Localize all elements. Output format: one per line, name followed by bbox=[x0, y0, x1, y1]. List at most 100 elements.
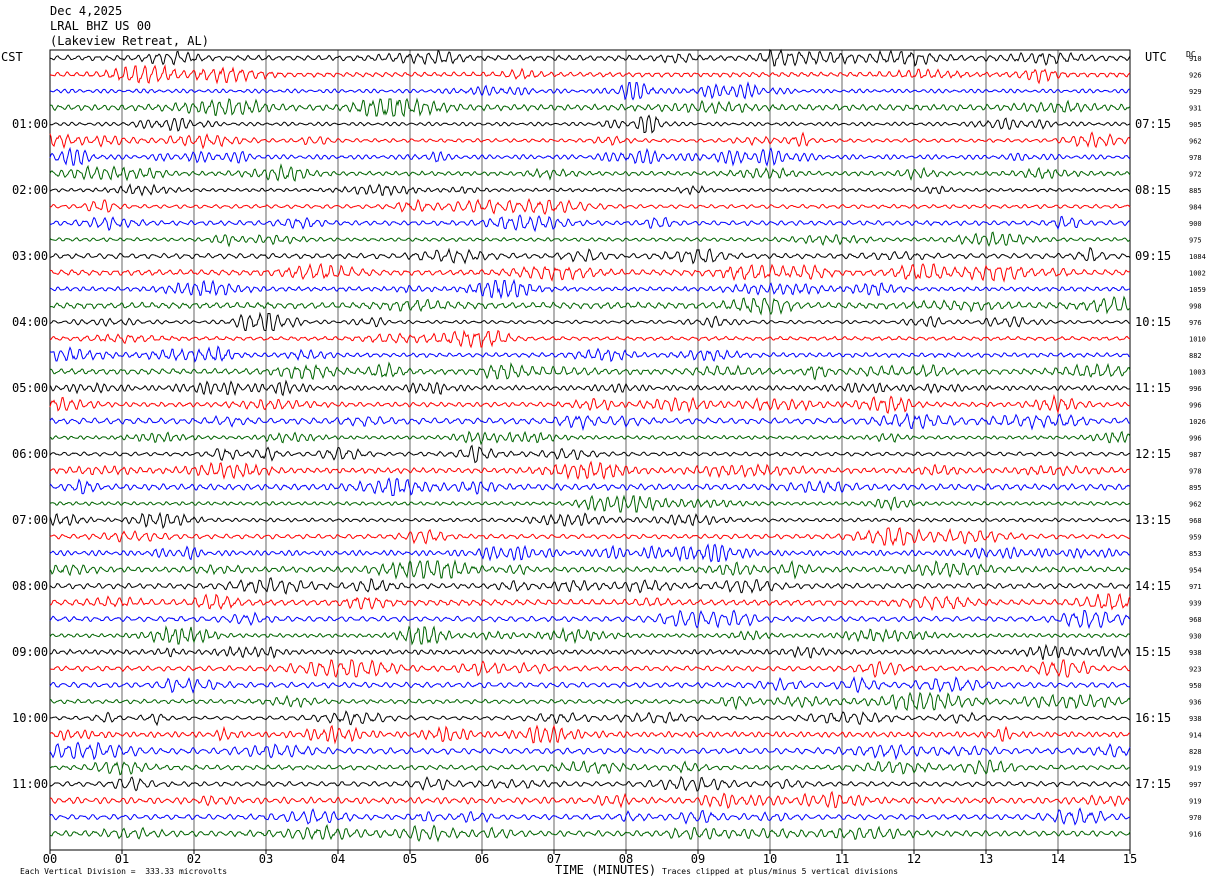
trace-line bbox=[49, 807, 1131, 826]
trace-line bbox=[49, 231, 1131, 248]
dc-offset-label: 1003 bbox=[1189, 369, 1206, 377]
x-tick-label: 14 bbox=[1051, 852, 1065, 866]
dc-offset-label: 919 bbox=[1189, 765, 1202, 773]
dc-offset-label: 895 bbox=[1189, 484, 1202, 492]
dc-offset-label: 1084 bbox=[1189, 253, 1206, 261]
dc-offset-label: 971 bbox=[1189, 583, 1202, 591]
right-hour-label: 17:15 bbox=[1135, 777, 1171, 791]
left-timezone-label: CST bbox=[1, 50, 23, 64]
right-hour-label: 08:15 bbox=[1135, 183, 1171, 197]
x-tick-label: 07 bbox=[547, 852, 561, 866]
clip-note: Traces clipped at plus/minus 5 vertical … bbox=[662, 867, 899, 876]
dc-offset-label: 931 bbox=[1189, 105, 1202, 113]
trace-line bbox=[49, 460, 1131, 481]
x-tick-label: 15 bbox=[1123, 852, 1137, 866]
dc-offset-label: 978 bbox=[1189, 154, 1202, 162]
trace-line bbox=[49, 329, 1131, 349]
dc-offset-label: 923 bbox=[1189, 666, 1202, 674]
dc-offset-label: 1026 bbox=[1189, 418, 1206, 426]
dc-offset-label: 962 bbox=[1189, 501, 1202, 509]
trace-line bbox=[49, 775, 1131, 792]
dc-offset-label: 959 bbox=[1189, 534, 1202, 542]
trace-line bbox=[49, 724, 1131, 745]
x-tick-label: 06 bbox=[475, 852, 489, 866]
dc-offset-label: 996 bbox=[1189, 435, 1202, 443]
dc-offset-label: 978 bbox=[1189, 468, 1202, 476]
dc-offset-label: 914 bbox=[1189, 732, 1202, 740]
dc-offset-label: 1010 bbox=[1189, 336, 1206, 344]
trace-line bbox=[49, 527, 1131, 547]
plot-frame bbox=[49, 49, 1131, 851]
trace-line bbox=[49, 412, 1131, 432]
trace-line bbox=[49, 345, 1131, 363]
trace-line bbox=[49, 163, 1131, 182]
x-tick-label: 13 bbox=[979, 852, 993, 866]
dc-offset-label: 970 bbox=[1189, 814, 1202, 822]
left-hour-label: 09:00 bbox=[12, 645, 48, 659]
dc-offset-label: 962 bbox=[1189, 138, 1202, 146]
left-hour-label: 11:00 bbox=[12, 777, 48, 791]
trace-line bbox=[49, 278, 1131, 300]
dc-offset-label: 998 bbox=[1189, 303, 1202, 311]
right-hour-label: 14:15 bbox=[1135, 579, 1171, 593]
right-hour-label: 11:15 bbox=[1135, 381, 1171, 395]
dc-offset-label: 938 bbox=[1189, 715, 1202, 723]
trace-line bbox=[49, 361, 1131, 381]
x-tick-label: 09 bbox=[691, 852, 705, 866]
trace-line bbox=[49, 759, 1131, 776]
dc-offset-label: 954 bbox=[1189, 567, 1202, 575]
trace-line bbox=[50, 262, 1131, 283]
right-hour-label: 07:15 bbox=[1135, 117, 1171, 131]
trace-line bbox=[49, 741, 1131, 761]
trace-line bbox=[49, 477, 1131, 496]
dc-offset-label: 910 bbox=[1189, 55, 1202, 63]
dc-offset-label: 1059 bbox=[1189, 286, 1206, 294]
trace-line bbox=[49, 48, 1131, 67]
division-note: Each Vertical Division = 333.33 microvol… bbox=[20, 867, 228, 876]
trace-line bbox=[49, 146, 1131, 167]
dc-offset-label: 926 bbox=[1189, 72, 1202, 80]
trace-line bbox=[49, 394, 1131, 415]
trace-line bbox=[49, 295, 1131, 316]
dc-offset-label: 972 bbox=[1189, 171, 1202, 179]
trace-line bbox=[49, 609, 1131, 630]
x-tick-label: 12 bbox=[907, 852, 921, 866]
trace-line bbox=[49, 379, 1131, 397]
trace-line bbox=[49, 197, 1131, 215]
trace-line bbox=[49, 311, 1131, 331]
trace-line bbox=[49, 676, 1131, 694]
trace-line bbox=[49, 559, 1131, 580]
right-hour-label: 16:15 bbox=[1135, 711, 1171, 725]
right-hour-label: 10:15 bbox=[1135, 315, 1171, 329]
trace-line bbox=[49, 114, 1131, 134]
x-tick-label: 05 bbox=[403, 852, 417, 866]
header-station: LRAL BHZ US 00 bbox=[50, 19, 152, 33]
trace-line bbox=[49, 577, 1131, 595]
left-hour-label: 07:00 bbox=[12, 513, 48, 527]
trace-line bbox=[49, 790, 1131, 810]
left-hour-label: 02:00 bbox=[12, 183, 48, 197]
trace-line bbox=[49, 691, 1131, 712]
dc-offset-label: 938 bbox=[1189, 649, 1202, 657]
trace-line bbox=[49, 131, 1131, 150]
dc-offset-label: 996 bbox=[1189, 385, 1202, 393]
right-hour-label: 09:15 bbox=[1135, 249, 1171, 263]
dc-offset-label: 919 bbox=[1189, 798, 1202, 806]
right-hour-label: 13:15 bbox=[1135, 513, 1171, 527]
left-hour-label: 03:00 bbox=[12, 249, 48, 263]
dc-offset-label: 930 bbox=[1189, 633, 1202, 641]
trace-line bbox=[49, 494, 1131, 513]
trace-line bbox=[49, 625, 1131, 646]
right-hour-label: 12:15 bbox=[1135, 447, 1171, 461]
dc-offset-label: 900 bbox=[1189, 220, 1202, 228]
x-tick-label: 03 bbox=[259, 852, 273, 866]
dc-offset-label: 987 bbox=[1189, 451, 1202, 459]
trace-line bbox=[49, 543, 1131, 563]
trace-line bbox=[49, 710, 1131, 727]
dc-offset-label: 950 bbox=[1189, 682, 1202, 690]
trace-line bbox=[49, 444, 1131, 464]
trace-line bbox=[49, 97, 1131, 118]
dc-offset-label: 905 bbox=[1189, 121, 1202, 129]
dc-label: DC bbox=[1186, 50, 1196, 59]
